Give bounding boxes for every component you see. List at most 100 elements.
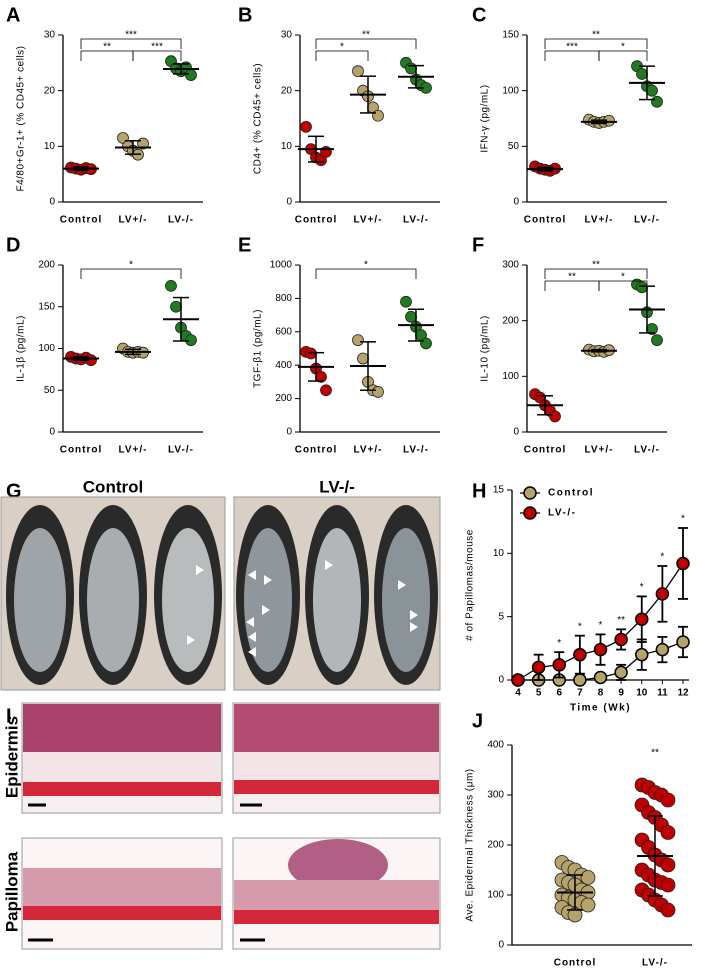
y-tick-label: 10 bbox=[281, 141, 293, 152]
data-point bbox=[573, 673, 587, 687]
y-tick-label: 5 bbox=[498, 611, 504, 622]
y-tick-label: 200 bbox=[38, 260, 55, 271]
data-point bbox=[352, 65, 364, 78]
significance-label: ** bbox=[617, 615, 625, 626]
data-point bbox=[372, 109, 384, 122]
data-point bbox=[305, 347, 317, 360]
data-point bbox=[636, 68, 648, 80]
x-tick-label: LV-/- bbox=[403, 445, 429, 456]
data-point bbox=[552, 658, 566, 672]
significance-bracket bbox=[80, 38, 182, 49]
significance-label: * bbox=[129, 260, 133, 271]
data-point bbox=[549, 410, 561, 423]
panel-letter: C bbox=[472, 4, 486, 26]
y-tick-label: 0 bbox=[286, 197, 292, 208]
tissue bbox=[23, 704, 221, 752]
data-point bbox=[185, 334, 197, 347]
x-tick-label: Control bbox=[295, 445, 338, 456]
y-tick-label: 400 bbox=[275, 360, 292, 371]
y-tick-label: 1000 bbox=[270, 260, 293, 271]
y-tick-label: 0 bbox=[49, 427, 55, 438]
significance-bracket bbox=[315, 38, 417, 49]
significance-bracket bbox=[132, 50, 182, 61]
x-tick-label: Control bbox=[524, 215, 567, 226]
legend-label: Control bbox=[548, 488, 594, 499]
significance-label: * bbox=[340, 42, 344, 53]
y-tick-label: 200 bbox=[487, 840, 504, 851]
data-point bbox=[580, 897, 596, 913]
significance-label: * bbox=[621, 272, 625, 283]
x-tick-label: LV-/- bbox=[634, 445, 660, 456]
x-tick-label: Control bbox=[554, 958, 597, 969]
tissue bbox=[23, 782, 221, 796]
tissue bbox=[23, 868, 221, 906]
y-tick-label: 20 bbox=[281, 85, 293, 96]
y-tick-label: 20 bbox=[44, 85, 56, 96]
data-point bbox=[651, 95, 663, 108]
y-tick-label: 600 bbox=[275, 326, 292, 337]
data-point bbox=[405, 310, 417, 323]
x-tick-label: Control bbox=[524, 445, 567, 456]
data-point bbox=[614, 632, 628, 647]
significance-label: ** bbox=[592, 30, 600, 41]
data-point bbox=[660, 792, 676, 808]
x-tick-label: LV+/- bbox=[585, 215, 614, 226]
y-tick-label: 200 bbox=[502, 315, 519, 326]
y-tick-label: 100 bbox=[502, 85, 519, 96]
photo-row-label: Papilloma bbox=[2, 851, 21, 932]
y-tick-label: 10 bbox=[44, 141, 56, 152]
x-axis-title: Time (Wk) bbox=[570, 703, 631, 714]
data-point bbox=[372, 386, 384, 398]
panel-letter: I bbox=[6, 705, 12, 727]
y-axis-title: CD4+ (% CD45+ cells) bbox=[253, 63, 264, 174]
y-axis-title: TGF-β1 (pg/mL) bbox=[253, 309, 264, 388]
tissue bbox=[234, 704, 439, 752]
significance-bracket bbox=[544, 268, 648, 279]
y-tick-label: 200 bbox=[275, 393, 292, 404]
data-point bbox=[655, 642, 670, 657]
y-tick-label: 100 bbox=[487, 890, 504, 901]
data-point bbox=[573, 647, 587, 662]
y-axis-title: IL-10 (pg/mL) bbox=[480, 315, 491, 382]
y-axis-title: IFN-γ (pg/mL) bbox=[480, 84, 491, 152]
x-tick-label: LV+/- bbox=[354, 445, 383, 456]
significance-label: ** bbox=[651, 748, 659, 759]
data-point bbox=[170, 300, 182, 313]
significance-label: ** bbox=[362, 30, 370, 41]
significance-label: *** bbox=[125, 30, 137, 41]
data-point bbox=[660, 825, 676, 840]
data-point bbox=[593, 642, 608, 657]
data-point bbox=[320, 384, 332, 397]
y-tick-label: 150 bbox=[502, 30, 519, 41]
data-point bbox=[357, 352, 369, 365]
significance-label: *** bbox=[151, 42, 163, 53]
significance-label: ** bbox=[592, 260, 600, 271]
data-point bbox=[646, 84, 658, 97]
photo-header: LV-/- bbox=[319, 477, 355, 496]
data-point bbox=[531, 660, 546, 675]
histology bbox=[21, 702, 441, 950]
panel-letter: B bbox=[238, 4, 252, 26]
panel-letter: E bbox=[238, 234, 251, 256]
x-tick-label: 6 bbox=[556, 688, 562, 699]
x-tick-label: 8 bbox=[598, 688, 604, 699]
legend-marker bbox=[523, 486, 537, 500]
x-tick-label: LV-/- bbox=[642, 958, 668, 969]
tissue bbox=[23, 752, 221, 782]
mouse-belly bbox=[87, 528, 139, 672]
significance-bracket bbox=[315, 50, 369, 61]
y-tick-label: 300 bbox=[487, 790, 504, 801]
significance-bracket bbox=[598, 280, 648, 291]
y-tick-label: 15 bbox=[493, 485, 505, 496]
data-point bbox=[651, 334, 663, 347]
y-tick-label: 0 bbox=[286, 427, 292, 438]
data-point bbox=[165, 279, 177, 292]
x-tick-label: LV+/- bbox=[354, 215, 383, 226]
mice bbox=[6, 505, 438, 685]
data-point bbox=[420, 337, 432, 350]
significance-bracket bbox=[315, 268, 417, 279]
y-axis-title: IL-1β (pg/mL) bbox=[16, 315, 27, 382]
panel-letter: J bbox=[472, 710, 483, 732]
significance-bracket bbox=[598, 50, 648, 61]
mouse-belly bbox=[382, 528, 430, 672]
